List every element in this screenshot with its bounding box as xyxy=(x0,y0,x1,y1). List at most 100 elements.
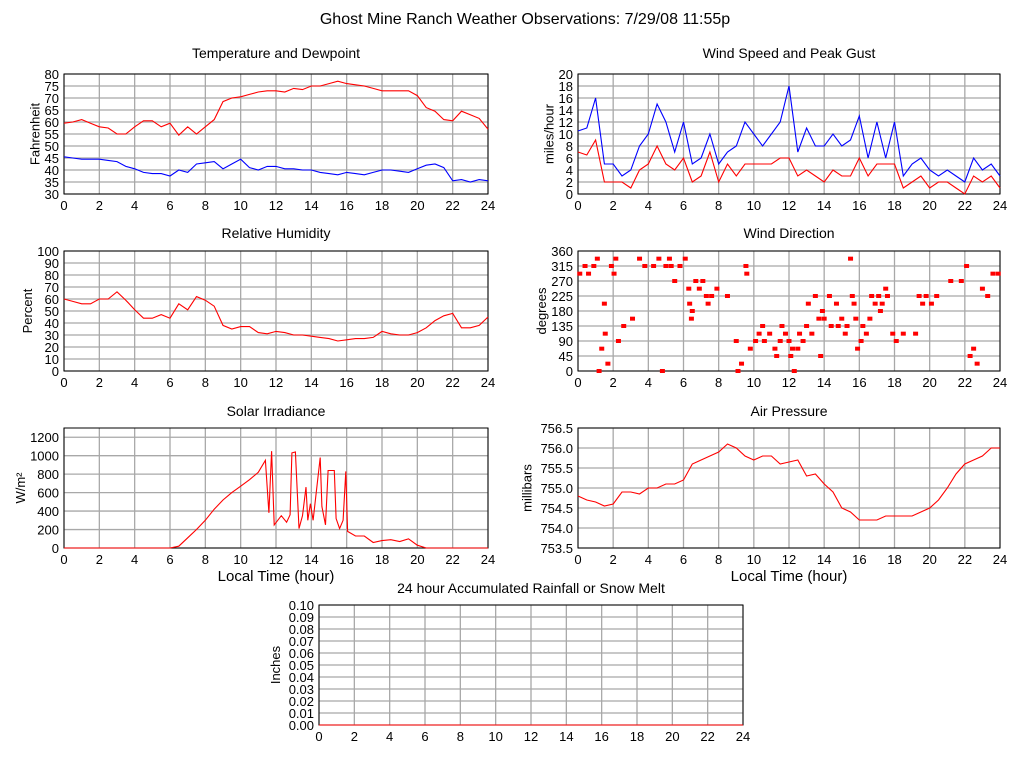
x-tick-label: 20 xyxy=(410,552,424,567)
wind-direction-point xyxy=(651,264,657,268)
y-tick-label: 756.5 xyxy=(540,421,573,436)
x-tick-label: 10 xyxy=(747,375,761,390)
x-tick-label: 14 xyxy=(817,198,831,213)
y-tick-label: 0 xyxy=(52,541,59,556)
y-axis-label: Percent xyxy=(20,288,35,333)
plot-frame xyxy=(577,427,1001,549)
y-tick-label: 0.10 xyxy=(289,598,314,613)
plot-frame xyxy=(577,250,1001,372)
wind-direction-point xyxy=(920,301,926,306)
x-tick-label: 12 xyxy=(269,198,283,213)
x-tick-label: 10 xyxy=(747,552,761,567)
y-tick-label: 755.0 xyxy=(540,481,573,496)
y-tick-label: 50 xyxy=(45,139,59,154)
y-tick-label: 0.06 xyxy=(289,646,314,661)
x-tick-label: 10 xyxy=(233,375,247,390)
x-tick-label: 18 xyxy=(630,729,644,744)
wind-direction-point xyxy=(800,339,806,343)
y-axis-label: miles/hour xyxy=(541,103,556,164)
x-tick-label: 16 xyxy=(339,375,353,390)
wind-direction-point xyxy=(872,301,878,306)
x-tick-label: 12 xyxy=(269,375,283,390)
x-tick-label: 18 xyxy=(375,375,389,390)
x-tick-label: 18 xyxy=(887,375,901,390)
x-tick-label: 14 xyxy=(304,375,318,390)
wind-direction-point xyxy=(760,324,766,328)
x-tick-label: 4 xyxy=(131,198,138,213)
wind-direction-point xyxy=(605,361,611,366)
wind-direction-point xyxy=(777,339,783,343)
x-tick-label: 8 xyxy=(715,552,722,567)
x-tick-label: 0 xyxy=(574,375,581,390)
x-tick-label: 4 xyxy=(131,552,138,567)
y-tick-label: 1200 xyxy=(30,430,59,445)
y-tick-label: 0 xyxy=(566,364,573,379)
x-tick-label: 18 xyxy=(887,552,901,567)
wind-direction-point xyxy=(743,264,749,268)
wind-direction-point xyxy=(724,294,730,298)
wind-direction-point xyxy=(990,271,996,276)
x-tick-label: 10 xyxy=(488,729,502,744)
wind-direction-point xyxy=(753,339,759,343)
wind-direction-point xyxy=(666,256,672,261)
y-axis-label: Fahrenheit xyxy=(27,103,42,166)
wind-direction-point xyxy=(656,256,662,261)
x-tick-label: 6 xyxy=(680,552,687,567)
x-tick-label: 10 xyxy=(233,552,247,567)
wind-direction-point xyxy=(630,316,636,321)
x-tick-label: 16 xyxy=(852,552,866,567)
wind-speed-line xyxy=(577,138,1001,195)
x-tick-label: 8 xyxy=(202,552,209,567)
wind-direction-point xyxy=(819,309,825,313)
wind-direction-point xyxy=(602,331,608,336)
y-tick-label: 0.02 xyxy=(289,694,314,709)
y-tick-label: 8 xyxy=(566,139,573,154)
wind-direction-point xyxy=(696,286,702,291)
x-tick-label: 20 xyxy=(922,552,936,567)
wind-direction-point xyxy=(833,301,839,306)
wind-direction-point xyxy=(848,256,854,261)
x-tick-label: 24 xyxy=(993,375,1007,390)
y-tick-label: 0.05 xyxy=(289,658,314,673)
y-tick-label: 14 xyxy=(559,103,573,118)
x-tick-label: 8 xyxy=(715,375,722,390)
wind-direction-point xyxy=(804,324,810,328)
x-axis-label: Local Time (hour) xyxy=(218,568,335,585)
y-tick-label: 20 xyxy=(45,340,59,355)
x-tick-label: 24 xyxy=(481,198,495,213)
wind-direction-point xyxy=(883,286,889,291)
y-tick-label: 754.5 xyxy=(540,501,573,516)
x-tick-label: 4 xyxy=(645,198,652,213)
wind-direction-point xyxy=(853,316,859,321)
chart-title: Wind Speed and Peak Gust xyxy=(703,45,876,61)
x-tick-label: 8 xyxy=(202,375,209,390)
y-tick-label: 4 xyxy=(566,163,573,178)
wind-direction-point xyxy=(700,279,706,283)
y-tick-label: 400 xyxy=(37,504,59,519)
wind-direction-point xyxy=(774,354,780,358)
x-tick-label: 20 xyxy=(922,375,936,390)
x-tick-label: 2 xyxy=(96,552,103,567)
y-tick-label: 80 xyxy=(45,67,59,82)
y-tick-label: 30 xyxy=(45,328,59,343)
wind-direction-point xyxy=(733,339,739,343)
x-tick-label: 22 xyxy=(958,198,972,213)
x-tick-label: 14 xyxy=(304,552,318,567)
y-tick-label: 35 xyxy=(45,175,59,190)
x-tick-label: 2 xyxy=(610,375,617,390)
y-tick-label: 315 xyxy=(551,259,573,274)
plot-frame xyxy=(577,73,1001,195)
x-tick-label: 22 xyxy=(445,375,459,390)
y-axis-label: millibars xyxy=(520,464,535,512)
wind-direction-point xyxy=(668,264,674,268)
y-tick-label: 0.01 xyxy=(289,706,314,721)
wind-direction-point xyxy=(582,264,588,268)
wind-direction-point xyxy=(974,361,980,366)
wind-direction-point xyxy=(923,294,929,298)
x-tick-label: 2 xyxy=(610,552,617,567)
wind-direction-point xyxy=(879,301,885,306)
